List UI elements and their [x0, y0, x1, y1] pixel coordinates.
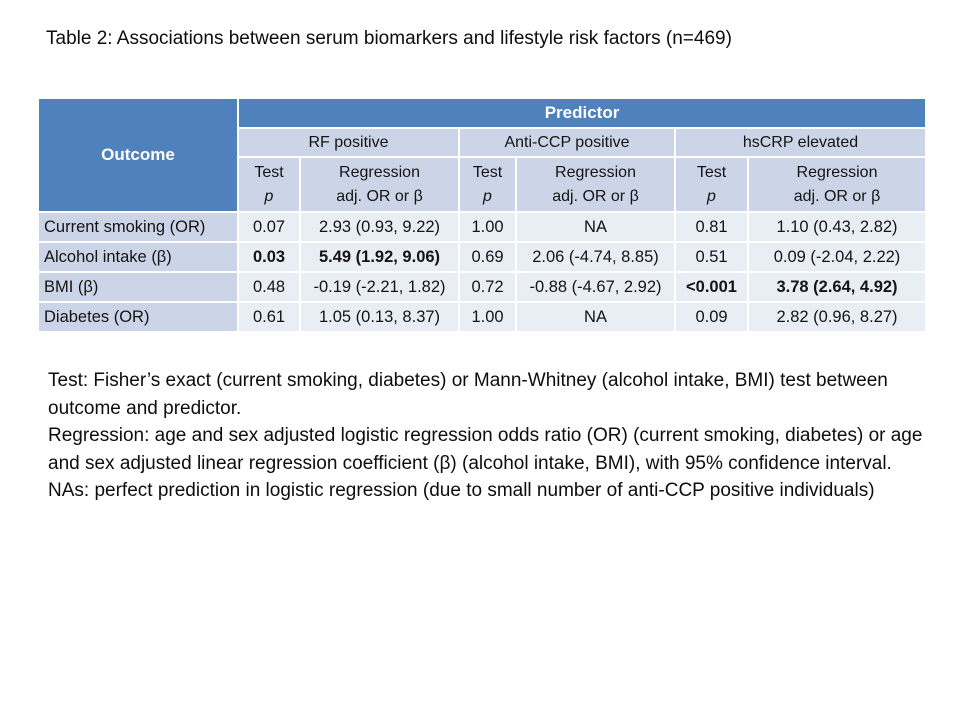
hscrp-regression-value: 3.78 (2.64, 4.92) — [746, 271, 928, 303]
outcome-label: Alcohol intake (β) — [37, 241, 239, 273]
predictor-header-cell: Predictor — [236, 97, 928, 129]
group-header-anti-ccp-positive: Anti-CCP positive — [458, 127, 676, 158]
hscrp-regression-value: 2.82 (0.96, 8.27) — [746, 301, 928, 333]
outcome-label: BMI (β) — [37, 271, 239, 303]
outcome-label: Diabetes (OR) — [37, 301, 239, 333]
group-header-rf-positive: RF positive — [237, 127, 460, 158]
p-label: p — [483, 187, 492, 205]
note-test: Test: Fisher’s exact (current smoking, d… — [48, 370, 888, 419]
ccp-test-p-value: 0.69 — [458, 241, 517, 273]
ccp-test-p-value: 1.00 — [458, 211, 517, 243]
adj-or-beta-label: adj. OR or β — [336, 187, 423, 205]
ccp-regression-value: -0.88 (-4.67, 2.92) — [515, 271, 676, 303]
hscrp-test-p-value: 0.81 — [674, 211, 749, 243]
rf-test-p-value: 0.48 — [237, 271, 301, 303]
note-na: NAs: perfect prediction in logistic regr… — [48, 480, 875, 501]
slide-title: Table 2: Associations between serum biom… — [46, 28, 732, 49]
outcome-header-cell: Outcome — [37, 97, 239, 213]
test-p-header-hscrp: Test p — [674, 156, 749, 213]
p-label: p — [707, 187, 716, 205]
rf-regression-value: -0.19 (-2.21, 1.82) — [299, 271, 460, 303]
hscrp-test-p-value: 0.51 — [674, 241, 749, 273]
adj-or-beta-label: adj. OR or β — [793, 187, 881, 205]
adj-or-beta-label: adj. OR or β — [552, 187, 639, 205]
rf-regression-value: 2.93 (0.93, 9.22) — [299, 211, 460, 243]
hscrp-test-p-value: 0.09 — [674, 301, 749, 333]
rf-test-p-value: 0.03 — [237, 241, 301, 273]
note-regression: Regression: age and sex adjusted logisti… — [48, 425, 923, 474]
table-row: BMI (β) 0.48 -0.19 (-2.21, 1.82) 0.72 -0… — [37, 271, 928, 303]
ccp-regression-value: NA — [515, 301, 676, 333]
regression-header-rf: Regression adj. OR or β — [299, 156, 460, 213]
test-label: Test — [472, 163, 503, 181]
table-row: Current smoking (OR) 0.07 2.93 (0.93, 9.… — [37, 211, 928, 243]
table-notes: Test: Fisher’s exact (current smoking, d… — [48, 367, 926, 505]
ccp-test-p-value: 1.00 — [458, 301, 517, 333]
test-p-header-ccp: Test p — [458, 156, 517, 213]
hscrp-regression-value: 0.09 (-2.04, 2.22) — [746, 241, 928, 273]
p-label: p — [264, 187, 274, 205]
hscrp-regression-value: 1.10 (0.43, 2.82) — [746, 211, 928, 243]
rf-test-p-value: 0.07 — [237, 211, 301, 243]
results-table: Outcome Predictor RF positive Anti-CCP p… — [37, 97, 928, 333]
regression-header-ccp: Regression adj. OR or β — [515, 156, 676, 213]
ccp-regression-value: 2.06 (-4.74, 8.85) — [515, 241, 676, 273]
ccp-regression-value: NA — [515, 211, 676, 243]
rf-test-p-value: 0.61 — [237, 301, 301, 333]
hscrp-test-p-value: <0.001 — [674, 271, 749, 303]
regression-label: Regression — [339, 163, 420, 181]
test-label: Test — [254, 163, 284, 181]
outcome-label: Current smoking (OR) — [37, 211, 239, 243]
rf-regression-value: 5.49 (1.92, 9.06) — [299, 241, 460, 273]
table-row: Alcohol intake (β) 0.03 5.49 (1.92, 9.06… — [37, 241, 928, 273]
test-label: Test — [696, 163, 727, 181]
test-p-header-rf: Test p — [237, 156, 301, 213]
regression-label: Regression — [555, 163, 636, 181]
ccp-test-p-value: 0.72 — [458, 271, 517, 303]
table-row: Diabetes (OR) 0.61 1.05 (0.13, 8.37) 1.0… — [37, 301, 928, 333]
rf-regression-value: 1.05 (0.13, 8.37) — [299, 301, 460, 333]
regression-header-hscrp: Regression adj. OR or β — [746, 156, 928, 213]
regression-label: Regression — [796, 163, 878, 181]
group-header-hscrp-elevated: hsCRP elevated — [673, 127, 928, 158]
